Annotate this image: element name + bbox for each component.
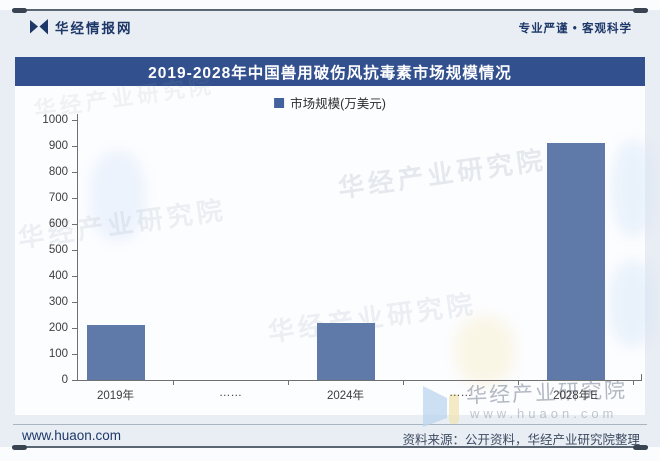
y-tick-label: 0 [61, 374, 68, 386]
y-tick-label: 400 [48, 270, 68, 282]
bottom-rule-dash-right [633, 445, 648, 450]
x-category-label: 2019年 [96, 390, 135, 402]
watermark-blob [613, 141, 653, 236]
y-tick-mark [72, 354, 77, 355]
y-tick-label: 1000 [42, 114, 68, 126]
y-tick-mark [72, 380, 77, 381]
y-tick-mark [72, 120, 77, 121]
top-rule [12, 9, 648, 11]
y-tick-label: 500 [48, 244, 68, 256]
brand: 华经情报网 [30, 17, 133, 37]
top-rule-dash-left [12, 8, 27, 13]
x-axis-end-tick [641, 374, 642, 381]
watermark-blob [90, 151, 145, 241]
bottom-rule [12, 446, 648, 448]
legend: 市场规模(万美元) [274, 93, 386, 112]
y-tick-label: 900 [48, 140, 68, 152]
x-category-label: 2028年E [553, 390, 598, 402]
y-tick-mark [72, 172, 77, 173]
y-tick-label: 800 [48, 166, 68, 178]
x-tick-mark [173, 381, 174, 385]
y-tick-mark [72, 276, 77, 277]
x-category-label: 2024年 [326, 390, 365, 402]
bottom-rule-dash-left [12, 445, 27, 450]
x-tick-mark [518, 381, 519, 385]
y-tick-label: 300 [48, 296, 68, 308]
x-tick-mark [288, 381, 289, 385]
chart-title: 2019-2028年中国兽用破伤风抗毒素市场规模情况 [148, 64, 512, 82]
y-tick-mark [72, 198, 77, 199]
y-tick-label: 700 [48, 192, 68, 204]
y-tick-mark [72, 146, 77, 147]
x-axis-line [77, 380, 641, 381]
legend-label: 市场规模(万美元) [290, 97, 386, 111]
footer-source-note: 资料来源：公开资料，华经产业研究院整理 [402, 433, 640, 447]
bar [86, 325, 145, 380]
legend-marker [274, 97, 285, 108]
chart-panel: 华经产业研究院 华经产业研究院 华经产业研究院 华经产业研究院 市场规模(万美元… [15, 72, 655, 415]
diagonal-watermark: 华经产业研究院 [336, 144, 549, 204]
y-tick-label: 200 [48, 322, 68, 334]
brand-name: 华经情报网 [55, 21, 133, 36]
x-tick-mark [403, 381, 404, 385]
y-axis-line [77, 114, 78, 381]
watermark-logo-icon [423, 384, 461, 433]
x-category-label: …… [449, 387, 472, 399]
top-rule-dash-right [633, 8, 648, 13]
chart-title-bar: 2019-2028年中国兽用破伤风抗毒素市场规模情况 [15, 57, 645, 86]
bar [546, 143, 605, 380]
watermark-blob [455, 316, 515, 386]
bar [316, 322, 375, 380]
corner-watermark-url: www.huaon.com [470, 406, 618, 421]
watermark-blob [610, 261, 655, 346]
y-tick-label: 100 [48, 348, 68, 360]
footer-separator [13, 424, 647, 425]
y-tick-mark [72, 328, 77, 329]
footer-site-link[interactable]: www.huaon.com [22, 428, 122, 443]
x-category-label: …… [219, 387, 242, 399]
y-tick-label: 600 [48, 218, 68, 230]
x-tick-mark [633, 381, 634, 385]
y-tick-mark [72, 224, 77, 225]
y-tick-mark [72, 250, 77, 251]
brand-logo-icon [30, 19, 48, 35]
y-tick-mark [72, 302, 77, 303]
header-tagline: 专业严谨 • 客观科学 [518, 23, 632, 35]
